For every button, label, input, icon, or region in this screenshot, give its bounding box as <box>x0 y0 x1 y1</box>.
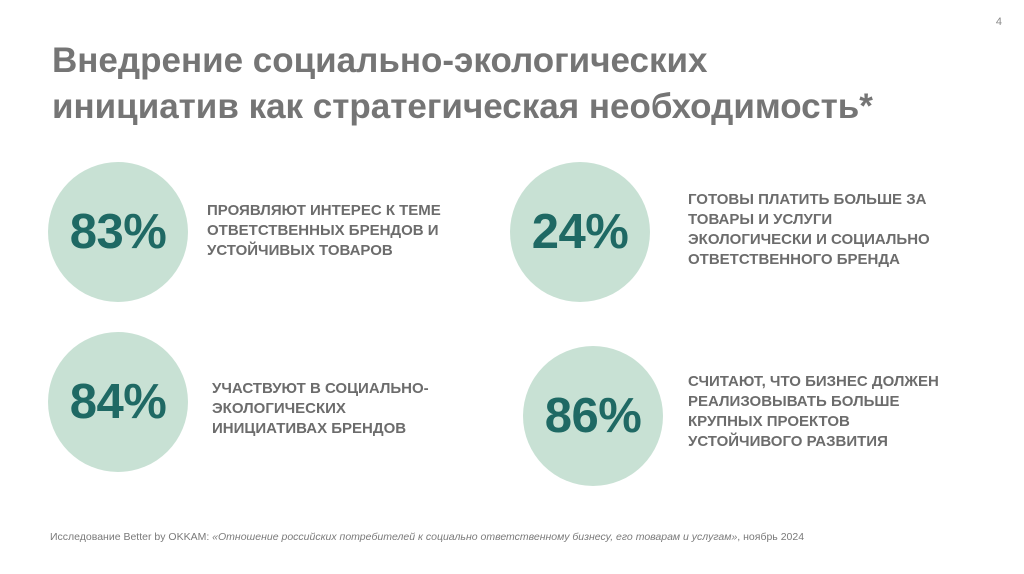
slide-title-line-2: инициатив как стратегическая необходимос… <box>52 87 873 126</box>
stat-circle: 83% <box>48 162 188 302</box>
stat-description-line: РЕАЛИЗОВЫВАТЬ БОЛЬШЕ <box>688 393 900 410</box>
footnote-suffix: , ноябрь 2024 <box>737 531 805 543</box>
footnote-prefix: Исследование Better by OKKAM: <box>50 531 213 543</box>
stat-description-line: ПРОЯВЛЯЮТ ИНТЕРЕС К ТЕМЕ <box>207 202 441 219</box>
stat-value: 83% <box>69 205 167 259</box>
stat-description-line: ЭКОЛОГИЧЕСКИ И СОЦИАЛЬНО <box>688 231 930 248</box>
stat-description-line: КРУПНЫХ ПРОЕКТОВ <box>688 413 850 430</box>
stat-description-line: ОТВЕТСТВЕННОГО БРЕНДА <box>688 251 900 268</box>
footnote-source-title: «Отношение российских потребителей к соц… <box>212 531 738 543</box>
stat-description-line: ГОТОВЫ ПЛАТИТЬ БОЛЬШЕ ЗА <box>688 191 927 208</box>
stat-value: 86% <box>544 389 642 443</box>
footnote: Исследование Better by OKKAM: «Отношение… <box>50 531 990 543</box>
stat-circle: 86% <box>523 346 663 486</box>
stat-circle: 24% <box>510 162 650 302</box>
stat-description: ПРОЯВЛЯЮТ ИНТЕРЕС К ТЕМЕ ОТВЕТСТВЕННЫХ Б… <box>207 201 441 261</box>
stat-description-line: ИНИЦИАТИВАХ БРЕНДОВ <box>212 420 407 437</box>
stat-description: СЧИТАЮТ, ЧТО БИЗНЕС ДОЛЖЕН РЕАЛИЗОВЫВАТЬ… <box>688 372 939 452</box>
stat-description: ГОТОВЫ ПЛАТИТЬ БОЛЬШЕ ЗА ТОВАРЫ И УСЛУГИ… <box>688 190 930 270</box>
stat-description-line: УСТОЙЧИВЫХ ТОВАРОВ <box>207 242 393 259</box>
stat-value: 84% <box>69 375 167 429</box>
stat-description: УЧАСТВУЮТ В СОЦИАЛЬНО- ЭКОЛОГИЧЕСКИХ ИНИ… <box>212 379 429 439</box>
stat-circle: 84% <box>48 332 188 472</box>
stat-description-line: УСТОЙЧИВОГО РАЗВИТИЯ <box>688 433 888 450</box>
stat-description-line: СЧИТАЮТ, ЧТО БИЗНЕС ДОЛЖЕН <box>688 373 939 390</box>
stat-description-line: ЭКОЛОГИЧЕСКИХ <box>212 400 346 417</box>
slide-title: Внедрение социально-экологических инициа… <box>52 38 992 130</box>
stat-description-line: ОТВЕТСТВЕННЫХ БРЕНДОВ И <box>207 222 439 239</box>
stat-description-line: УЧАСТВУЮТ В СОЦИАЛЬНО- <box>212 380 429 397</box>
slide-title-line-1: Внедрение социально-экологических <box>52 41 708 80</box>
stat-description-line: ТОВАРЫ И УСЛУГИ <box>688 211 833 228</box>
stat-value: 24% <box>531 205 629 259</box>
page-number: 4 <box>995 16 1002 28</box>
